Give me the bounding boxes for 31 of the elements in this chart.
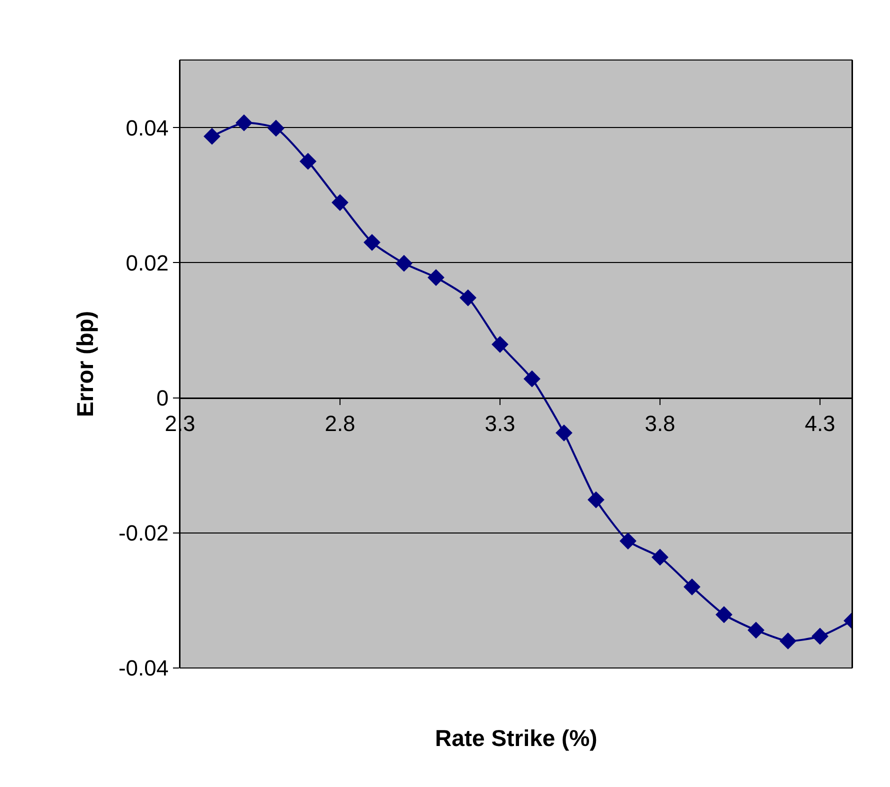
point bbox=[748, 622, 764, 639]
point bbox=[332, 194, 348, 211]
point bbox=[428, 269, 444, 286]
x-tick-label: 4.3 bbox=[804, 411, 836, 436]
point bbox=[620, 532, 636, 550]
point bbox=[588, 491, 604, 508]
point bbox=[396, 254, 412, 272]
y-tick-label: 0.04 bbox=[126, 115, 169, 140]
x-tick-label: 2.8 bbox=[324, 411, 356, 436]
point bbox=[204, 128, 220, 145]
point bbox=[684, 578, 700, 596]
y-axis-title: Error (bp) bbox=[72, 310, 98, 418]
y-tick-label: -0.04 bbox=[118, 656, 169, 681]
point bbox=[236, 114, 252, 132]
point bbox=[268, 120, 284, 137]
point bbox=[716, 606, 732, 624]
x-tick-label: 3.8 bbox=[644, 411, 676, 436]
point bbox=[652, 548, 668, 566]
point bbox=[460, 289, 476, 306]
point bbox=[780, 632, 796, 650]
point bbox=[556, 424, 572, 442]
point bbox=[300, 152, 316, 170]
y-tick-label: -0.02 bbox=[118, 520, 169, 546]
y-tick-label: 0 bbox=[156, 385, 169, 410]
y-tick-label: 0.02 bbox=[126, 250, 169, 276]
point bbox=[812, 628, 828, 645]
point bbox=[524, 370, 540, 388]
x-tick-label: 3.3 bbox=[484, 411, 516, 436]
x-axis-title: Rate Strike (%) bbox=[435, 725, 598, 751]
point bbox=[492, 336, 508, 353]
point bbox=[364, 234, 380, 251]
